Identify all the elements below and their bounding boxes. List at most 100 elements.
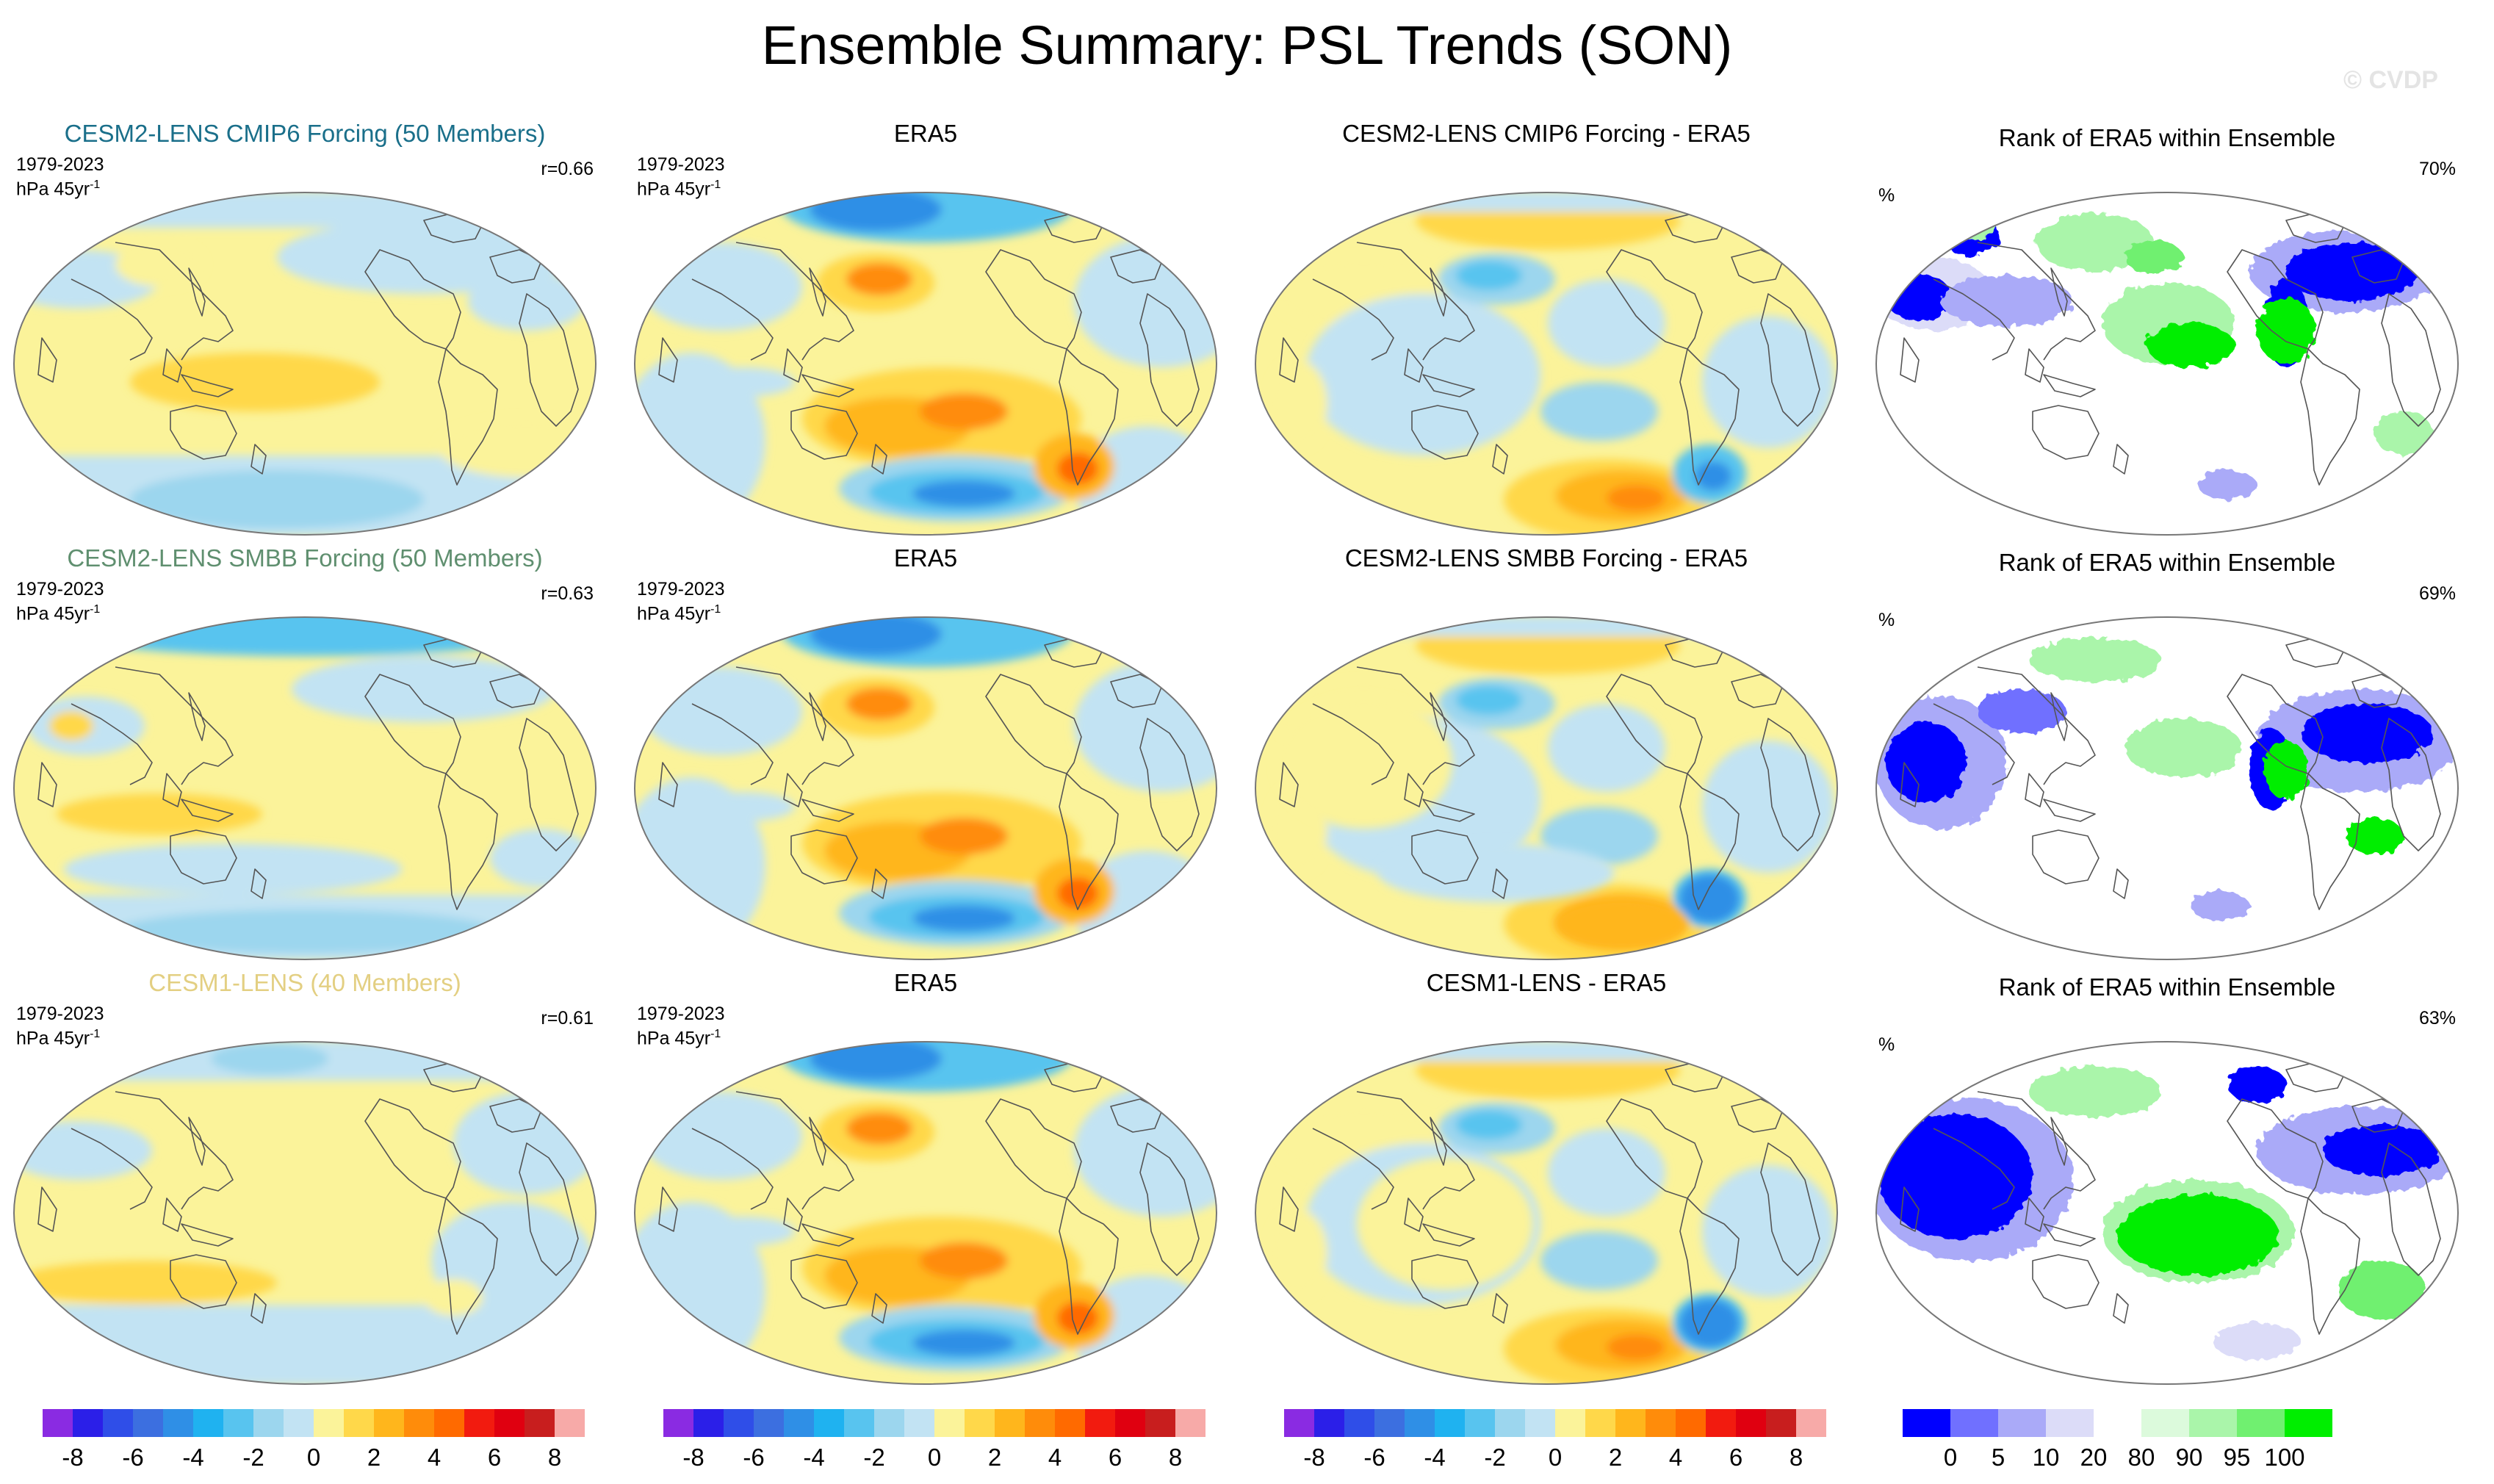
colorbar-swatch — [2141, 1409, 2189, 1437]
colorbar-swatch — [133, 1409, 163, 1437]
rank-percent: 69% — [2418, 583, 2456, 604]
colorbar-tick-label: 0 — [1943, 1444, 1958, 1471]
colorbar-swatch — [934, 1409, 965, 1437]
colorbar-tick-label: 95 — [2223, 1444, 2251, 1471]
colorbar-swatch — [1998, 1409, 2046, 1437]
colorbar-swatch — [494, 1409, 525, 1437]
figure-title: Ensemble Summary: PSL Trends (SON) — [761, 15, 1733, 76]
colorbar-swatch — [1706, 1409, 1736, 1437]
globe-map — [1875, 191, 2459, 536]
colorbar-tick-label: 8 — [1168, 1444, 1183, 1471]
colorbar-swatch — [223, 1409, 253, 1437]
panel-cmip6-ensemble: CESM2-LENS CMIP6 Forcing (50 Members) 19… — [0, 118, 610, 536]
colorbar-swatch — [1555, 1409, 1585, 1437]
globe-map — [1254, 616, 1839, 961]
colorbar-swatch — [1055, 1409, 1085, 1437]
panel-title: ERA5 — [893, 120, 958, 147]
colorbar-tick-label: -4 — [803, 1444, 825, 1471]
units-label: % — [1878, 1034, 1895, 1055]
colorbar-tick-label: -2 — [1484, 1444, 1506, 1471]
colorbar-swatch — [844, 1409, 874, 1437]
colorbar-swatch — [2046, 1409, 2094, 1437]
colorbar-swatch — [253, 1409, 284, 1437]
panel-title: ERA5 — [893, 544, 958, 572]
globe-map — [633, 616, 1218, 961]
colorbar-swatch — [1585, 1409, 1615, 1437]
colorbar-swatch — [2094, 1409, 2141, 1437]
colorbar-swatch — [995, 1409, 1025, 1437]
units-label: hPa 45yr-1 — [637, 1028, 721, 1049]
period-label: 1979-2023 — [637, 1004, 725, 1024]
colorbar-swatch — [73, 1409, 103, 1437]
colorbar-tick-label: 4 — [1048, 1444, 1062, 1471]
colorbar-tick-label: 2 — [367, 1444, 381, 1471]
colorbar-swatch — [663, 1409, 693, 1437]
colorbar-tick-label: -2 — [863, 1444, 885, 1471]
colorbar-swatch — [1615, 1409, 1646, 1437]
colorbar-tick-label: 6 — [1729, 1444, 1743, 1471]
units-label: hPa 45yr-1 — [16, 1028, 101, 1049]
colorbar-tick-label: 4 — [427, 1444, 442, 1471]
panel-era5-row3: ERA5 1979-2023 hPa 45yr-1 — [621, 967, 1230, 1386]
colorbar-tick-label: 8 — [1789, 1444, 1803, 1471]
pattern-correlation: r=0.61 — [541, 1008, 594, 1029]
panel-diff-row2: CESM2-LENS SMBB Forcing - ERA5 — [1241, 542, 1851, 961]
colorbar-swatch — [1085, 1409, 1115, 1437]
colorbar-tick-label: -4 — [1424, 1444, 1446, 1471]
colorbar-tick-label: 0 — [1548, 1444, 1563, 1471]
panel-title: CESM1-LENS - ERA5 — [1426, 969, 1667, 996]
copyright-mark: © CVDP — [2343, 66, 2438, 94]
colorbar-trend-2: -8 -6 -4 -2 0 2 4 6 8 — [663, 1409, 1205, 1475]
colorbar-swatch — [1435, 1409, 1465, 1437]
colorbar-swatch — [1145, 1409, 1175, 1437]
colorbar-swatch — [2285, 1409, 2332, 1437]
colorbar-swatch — [1175, 1409, 1205, 1437]
colorbar-swatch — [904, 1409, 934, 1437]
colorbar-tick-label: 6 — [487, 1444, 502, 1471]
colorbar-swatch — [525, 1409, 555, 1437]
colorbar-tick-label: 10 — [2032, 1444, 2060, 1471]
colorbar-tick-label: -6 — [1363, 1444, 1385, 1471]
globe-map — [1875, 616, 2459, 961]
colorbar-swatch — [965, 1409, 995, 1437]
colorbar-swatch — [103, 1409, 133, 1437]
colorbar-swatch — [404, 1409, 434, 1437]
colorbar-swatch — [1766, 1409, 1796, 1437]
colorbar-tick-label: -8 — [682, 1444, 704, 1471]
panel-title: CESM2-LENS SMBB Forcing (50 Members) — [67, 544, 543, 572]
panel-title: Rank of ERA5 within Ensemble — [1998, 124, 2336, 151]
colorbar-tick-label: -8 — [1303, 1444, 1325, 1471]
globe-map — [1254, 191, 1839, 536]
period-label: 1979-2023 — [637, 579, 725, 599]
panel-diff-row1: CESM2-LENS CMIP6 Forcing - ERA5 — [1241, 118, 1851, 536]
colorbar-tick-label: -4 — [182, 1444, 204, 1471]
colorbar-swatch — [1525, 1409, 1555, 1437]
units-label: % — [1878, 185, 1895, 206]
panel-title: CESM2-LENS CMIP6 Forcing (50 Members) — [64, 120, 546, 147]
colorbar-swatch — [43, 1409, 73, 1437]
colorbar-tick-label: 2 — [987, 1444, 1002, 1471]
colorbar-swatch — [1495, 1409, 1525, 1437]
globe-map — [12, 191, 597, 536]
colorbar-swatch — [1284, 1409, 1314, 1437]
colorbar-swatch — [693, 1409, 724, 1437]
colorbar-swatch — [1676, 1409, 1706, 1437]
colorbar-swatch — [434, 1409, 464, 1437]
colorbar-tick-label: -2 — [242, 1444, 264, 1471]
colorbar-swatch — [374, 1409, 404, 1437]
colorbar-trend-1: -8 -6 -4 -2 0 2 4 6 8 — [43, 1409, 585, 1475]
colorbar-swatch — [1736, 1409, 1766, 1437]
colorbar-tick-label: 20 — [2080, 1444, 2108, 1471]
colorbar-swatch — [1950, 1409, 1998, 1437]
units-label: hPa 45yr-1 — [16, 179, 101, 200]
globe-map — [12, 1040, 597, 1386]
colorbar-trend-3: -8 -6 -4 -2 0 2 4 6 8 — [1284, 1409, 1826, 1475]
colorbar-swatch — [314, 1409, 344, 1437]
globe-map — [1254, 1040, 1839, 1386]
pattern-correlation: r=0.66 — [541, 159, 594, 179]
globe-map — [12, 616, 597, 961]
panel-diff-row3: CESM1-LENS - ERA5 — [1241, 967, 1851, 1386]
colorbar-tick-label: 8 — [547, 1444, 562, 1471]
panel-era5-row2: ERA5 1979-2023 hPa 45yr-1 — [621, 542, 1230, 961]
colorbar-tick-label: 4 — [1668, 1444, 1683, 1471]
